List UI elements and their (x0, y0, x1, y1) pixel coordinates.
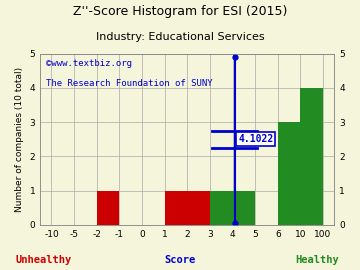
Text: Healthy: Healthy (295, 255, 339, 265)
Bar (210, 191, 255, 225)
Bar (165, 191, 210, 225)
Y-axis label: Number of companies (10 total): Number of companies (10 total) (15, 67, 24, 212)
Text: Z''-Score Histogram for ESI (2015): Z''-Score Histogram for ESI (2015) (73, 5, 287, 18)
Text: Score: Score (165, 255, 195, 265)
Text: 4.1022: 4.1022 (238, 134, 274, 144)
Bar (97, 191, 120, 225)
Text: Unhealthy: Unhealthy (15, 255, 71, 265)
Text: Industry: Educational Services: Industry: Educational Services (96, 32, 264, 42)
Text: ©www.textbiz.org: ©www.textbiz.org (46, 59, 132, 68)
Bar (278, 122, 301, 225)
Bar (301, 88, 323, 225)
Text: The Research Foundation of SUNY: The Research Foundation of SUNY (46, 79, 213, 88)
